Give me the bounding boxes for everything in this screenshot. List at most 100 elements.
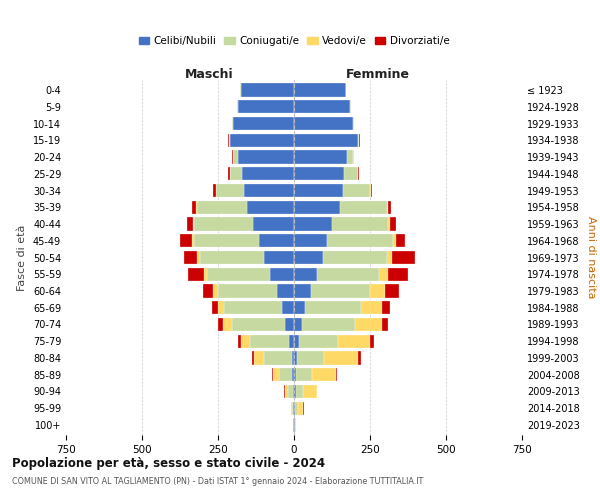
Bar	[285, 318, 294, 331]
Bar	[338, 334, 370, 348]
Bar	[180, 234, 192, 247]
Bar	[311, 284, 370, 298]
Y-axis label: Anni di nascita: Anni di nascita	[586, 216, 596, 298]
Bar	[192, 234, 194, 247]
Bar	[392, 251, 415, 264]
Bar	[294, 301, 305, 314]
Bar	[323, 251, 387, 264]
Bar	[325, 352, 358, 364]
Bar	[253, 218, 294, 230]
Bar	[353, 117, 354, 130]
Bar	[370, 184, 371, 197]
Bar	[238, 150, 294, 164]
Bar	[212, 301, 218, 314]
Bar	[297, 352, 325, 364]
Bar	[294, 100, 350, 114]
Bar	[197, 251, 200, 264]
Bar	[188, 268, 205, 281]
Text: Maschi: Maschi	[185, 68, 234, 81]
Bar	[233, 150, 238, 164]
Bar	[214, 184, 216, 197]
Bar	[294, 385, 296, 398]
Bar	[294, 352, 297, 364]
Bar	[250, 334, 289, 348]
Bar	[238, 334, 241, 348]
Bar	[294, 234, 328, 247]
Bar	[240, 84, 241, 96]
Bar	[294, 218, 332, 230]
Bar	[218, 284, 277, 298]
Bar	[294, 200, 340, 214]
Bar	[294, 418, 295, 432]
Bar	[252, 352, 254, 364]
Bar	[361, 301, 382, 314]
Bar	[194, 234, 259, 247]
Bar	[299, 334, 338, 348]
Bar	[294, 150, 347, 164]
Bar	[358, 167, 359, 180]
Bar	[295, 402, 298, 415]
Bar	[247, 200, 294, 214]
Bar	[264, 352, 292, 364]
Bar	[393, 234, 396, 247]
Bar	[358, 352, 361, 364]
Bar	[291, 402, 292, 415]
Bar	[396, 234, 405, 247]
Bar	[191, 200, 196, 214]
Bar	[242, 167, 294, 180]
Bar	[294, 117, 353, 130]
Bar	[203, 284, 214, 298]
Bar	[385, 284, 399, 298]
Bar	[382, 301, 390, 314]
Bar	[294, 167, 344, 180]
Bar	[387, 200, 388, 214]
Bar	[205, 268, 208, 281]
Bar	[196, 200, 197, 214]
Bar	[230, 134, 294, 147]
Bar	[317, 268, 379, 281]
Text: Femmine: Femmine	[346, 68, 410, 81]
Text: Popolazione per età, sesso e stato civile - 2024: Popolazione per età, sesso e stato civil…	[12, 458, 325, 470]
Bar	[294, 268, 317, 281]
Text: COMUNE DI SAN VITO AL TAGLIAMENTO (PN) - Dati ISTAT 1° gennaio 2024 - Elaborazio: COMUNE DI SAN VITO AL TAGLIAMENTO (PN) -…	[12, 477, 423, 486]
Bar	[263, 251, 294, 264]
Bar	[332, 218, 388, 230]
Bar	[217, 184, 244, 197]
Bar	[294, 284, 311, 298]
Bar	[273, 368, 279, 382]
Bar	[311, 368, 336, 382]
Bar	[296, 368, 311, 382]
Bar	[232, 150, 233, 164]
Bar	[388, 218, 390, 230]
Bar	[259, 234, 294, 247]
Bar	[218, 318, 223, 331]
Bar	[229, 167, 230, 180]
Bar	[387, 251, 392, 264]
Bar	[272, 368, 273, 382]
Bar	[218, 301, 224, 314]
Bar	[370, 334, 374, 348]
Bar	[200, 251, 263, 264]
Bar	[353, 150, 354, 164]
Bar	[194, 218, 253, 230]
Bar	[343, 184, 370, 197]
Bar	[224, 301, 282, 314]
Bar	[232, 117, 233, 130]
Bar	[379, 268, 388, 281]
Bar	[294, 368, 296, 382]
Bar	[293, 418, 294, 432]
Bar	[232, 318, 285, 331]
Bar	[358, 134, 359, 147]
Bar	[233, 117, 294, 130]
Bar	[388, 268, 408, 281]
Bar	[370, 284, 385, 298]
Bar	[197, 200, 247, 214]
Bar	[230, 167, 242, 180]
Bar	[296, 385, 303, 398]
Bar	[294, 84, 346, 96]
Bar	[223, 318, 232, 331]
Bar	[390, 218, 396, 230]
Bar	[305, 301, 361, 314]
Bar	[184, 251, 197, 264]
Bar	[238, 100, 294, 114]
